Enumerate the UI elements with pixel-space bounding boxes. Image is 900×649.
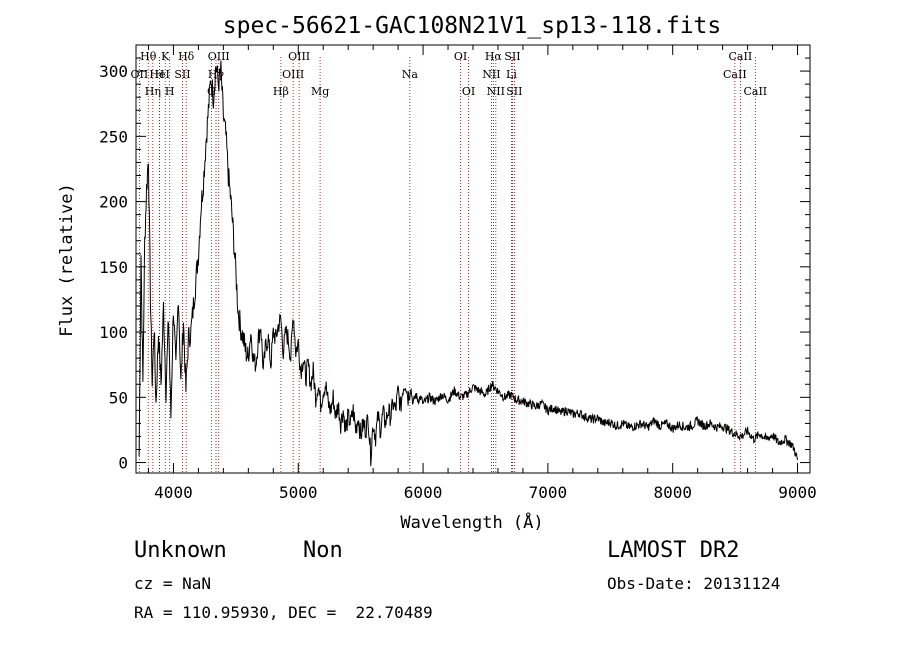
obs-date-text: Obs-Date: 20131124 [607,574,781,593]
marker-label: Li [506,68,517,81]
y-axis-label: Flux (relative) [57,183,77,337]
marker-label: H [155,68,165,81]
marker-label: Hη [145,85,161,98]
marker-label: HeI [149,68,169,81]
y-tick-label: 200 [99,193,128,212]
marker-label: OIII [208,50,230,63]
marker-label: NII [487,85,505,98]
spectral-class: Unknown [134,538,227,563]
plot-frame [135,44,811,474]
survey-label: LAMOST DR2 [607,538,740,563]
marker-label: Na [402,68,419,81]
marker-label: Hβ [273,85,289,98]
x-tick-label: 8000 [653,483,692,502]
x-tick-label: 5000 [279,483,318,502]
marker-label: SII [174,68,190,81]
marker-label: CaII [729,50,753,63]
x-axis-label: Wavelength (Å) [400,511,543,533]
marker-label: OI [454,50,467,63]
marker-label: K [161,50,170,63]
coordinates-text: RA = 110.95930, DEC = 22.70489 [134,603,433,622]
marker-label: SII [504,50,520,63]
marker-label: H [165,85,175,98]
marker-label: OI [462,85,475,98]
y-tick-label: 0 [118,454,128,473]
y-axis: 0 50 100 150 200 250 300 [99,57,810,473]
marker-label: CaII [743,85,767,98]
x-tick-label: 4000 [154,483,193,502]
x-axis: 4000 5000 6000 7000 8000 9000 [147,45,817,502]
marker-lines [138,57,756,473]
marker-label: Mg [311,85,329,98]
y-tick-label: 300 [99,62,128,81]
marker-label: OII [131,68,149,81]
x-tick-label: 7000 [529,483,568,502]
y-tick-label: 100 [99,323,128,342]
marker-label: CaII [723,68,747,81]
y-tick-label: 50 [109,388,128,407]
marker-label: Hα [485,50,503,63]
marker-label: SII [506,85,522,98]
marker-label: OIII [288,50,310,63]
marker-label: NII [482,68,500,81]
redshift-text: cz = NaN [134,574,212,593]
spectrum-line [138,60,798,467]
chart-title: spec-56621-GAC108N21V1_sp13-118.fits [223,13,722,39]
marker-label: OIII [282,68,304,81]
marker-label: Hδ [178,50,195,63]
y-tick-label: 250 [99,127,128,146]
x-tick-label: 9000 [778,483,817,502]
y-tick-label: 150 [99,258,128,277]
spectral-subclass: Non [303,538,343,563]
marker-label: Hθ [140,50,157,63]
x-tick-label: 6000 [404,483,443,502]
